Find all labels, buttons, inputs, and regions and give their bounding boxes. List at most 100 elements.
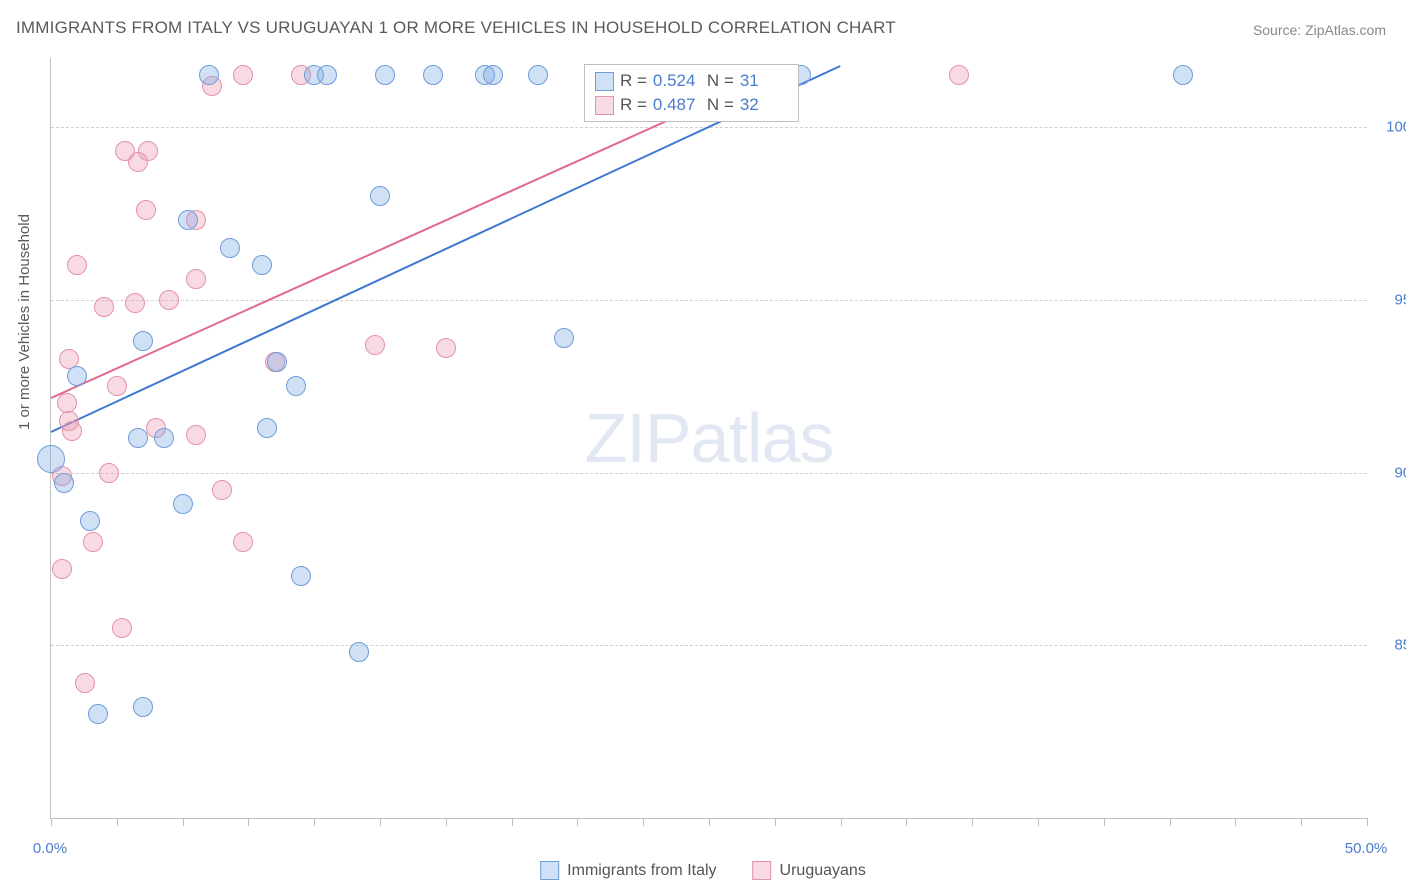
legend-swatch (595, 72, 614, 91)
y-tick-label: 90.0% (1377, 464, 1406, 481)
data-point-blue (133, 331, 153, 351)
data-point-pink (186, 269, 206, 289)
data-point-blue (173, 494, 193, 514)
x-tick-label: 0.0% (33, 840, 67, 857)
x-tick (117, 818, 118, 826)
chart-title: IMMIGRANTS FROM ITALY VS URUGUAYAN 1 OR … (16, 18, 896, 38)
data-point-blue (317, 65, 337, 85)
x-tick (1038, 818, 1039, 826)
y-axis-label: 1 or more Vehicles in Household (16, 214, 33, 430)
plot-area: ZIPatlas 85.0%90.0%95.0%100.0%R =0.524N … (50, 58, 1367, 819)
x-tick (248, 818, 249, 826)
data-point-blue (483, 65, 503, 85)
data-point-blue (154, 428, 174, 448)
x-tick (1170, 818, 1171, 826)
data-point-blue (80, 511, 100, 531)
data-point-blue (220, 238, 240, 258)
gridline-h (51, 645, 1367, 646)
data-point-blue (423, 65, 443, 85)
legend-r-value: 0.524 (653, 71, 701, 91)
y-tick-label: 100.0% (1377, 119, 1406, 136)
x-tick (643, 818, 644, 826)
legend-stats: R = 0.524 N = 31R = 0.487 N = 32 (584, 64, 799, 122)
x-tick (1301, 818, 1302, 826)
source-label: Source: ZipAtlas.com (1253, 22, 1386, 38)
data-point-pink (436, 338, 456, 358)
data-point-blue (291, 566, 311, 586)
x-tick (577, 818, 578, 826)
data-point-pink (99, 463, 119, 483)
data-point-blue (54, 473, 74, 493)
y-tick-label: 95.0% (1377, 291, 1406, 308)
legend-n-label: N = (707, 95, 734, 115)
data-point-pink (67, 255, 87, 275)
x-tick (183, 818, 184, 826)
legend-label: Immigrants from Italy (567, 862, 716, 880)
data-point-blue (128, 428, 148, 448)
legend-stats-row: R =0.524N =31 (595, 69, 788, 93)
x-tick (775, 818, 776, 826)
x-tick (314, 818, 315, 826)
data-point-pink (136, 200, 156, 220)
data-point-blue (349, 642, 369, 662)
legend-swatch (753, 861, 772, 880)
data-point-blue (370, 186, 390, 206)
data-point-pink (112, 618, 132, 638)
data-point-pink (94, 297, 114, 317)
data-point-pink (75, 673, 95, 693)
data-point-blue (199, 65, 219, 85)
legend-r-value: 0.487 (653, 95, 701, 115)
legend-r-label: R = (620, 71, 647, 91)
data-point-blue (1173, 65, 1193, 85)
data-point-pink (233, 65, 253, 85)
x-tick (1235, 818, 1236, 826)
legend-n-value: 32 (740, 95, 788, 115)
data-point-pink (365, 335, 385, 355)
data-point-pink (52, 559, 72, 579)
data-point-blue (554, 328, 574, 348)
legend-item: Immigrants from Italy (540, 861, 716, 880)
data-point-pink (62, 421, 82, 441)
data-point-blue (252, 255, 272, 275)
legend-bottom: Immigrants from Italy Uruguayans (540, 861, 866, 880)
legend-r-label: R = (620, 95, 647, 115)
data-point-pink (138, 141, 158, 161)
data-point-blue (88, 704, 108, 724)
x-tick-label: 50.0% (1345, 840, 1388, 857)
x-tick (446, 818, 447, 826)
data-point-blue (286, 376, 306, 396)
legend-n-value: 31 (740, 71, 788, 91)
x-tick (841, 818, 842, 826)
x-tick (51, 818, 52, 826)
data-point-blue (528, 65, 548, 85)
gridline-h (51, 473, 1367, 474)
data-point-blue (67, 366, 87, 386)
data-point-pink (159, 290, 179, 310)
data-point-pink (57, 393, 77, 413)
y-tick-label: 85.0% (1377, 637, 1406, 654)
legend-swatch (540, 861, 559, 880)
data-point-pink (186, 425, 206, 445)
data-point-pink (233, 532, 253, 552)
data-point-blue (267, 352, 287, 372)
gridline-h (51, 300, 1367, 301)
legend-swatch (595, 96, 614, 115)
legend-label: Uruguayans (780, 862, 866, 880)
data-point-pink (83, 532, 103, 552)
data-point-pink (107, 376, 127, 396)
x-tick (906, 818, 907, 826)
legend-item: Uruguayans (753, 861, 866, 880)
data-point-blue (37, 445, 65, 473)
x-tick (512, 818, 513, 826)
x-tick (709, 818, 710, 826)
x-tick (1104, 818, 1105, 826)
data-point-blue (257, 418, 277, 438)
data-point-blue (375, 65, 395, 85)
x-tick (1367, 818, 1368, 826)
legend-stats-row: R = 0.487 N = 32 (595, 93, 788, 117)
x-tick (380, 818, 381, 826)
data-point-pink (212, 480, 232, 500)
data-point-blue (133, 697, 153, 717)
watermark: ZIPatlas (585, 398, 834, 478)
x-tick (972, 818, 973, 826)
